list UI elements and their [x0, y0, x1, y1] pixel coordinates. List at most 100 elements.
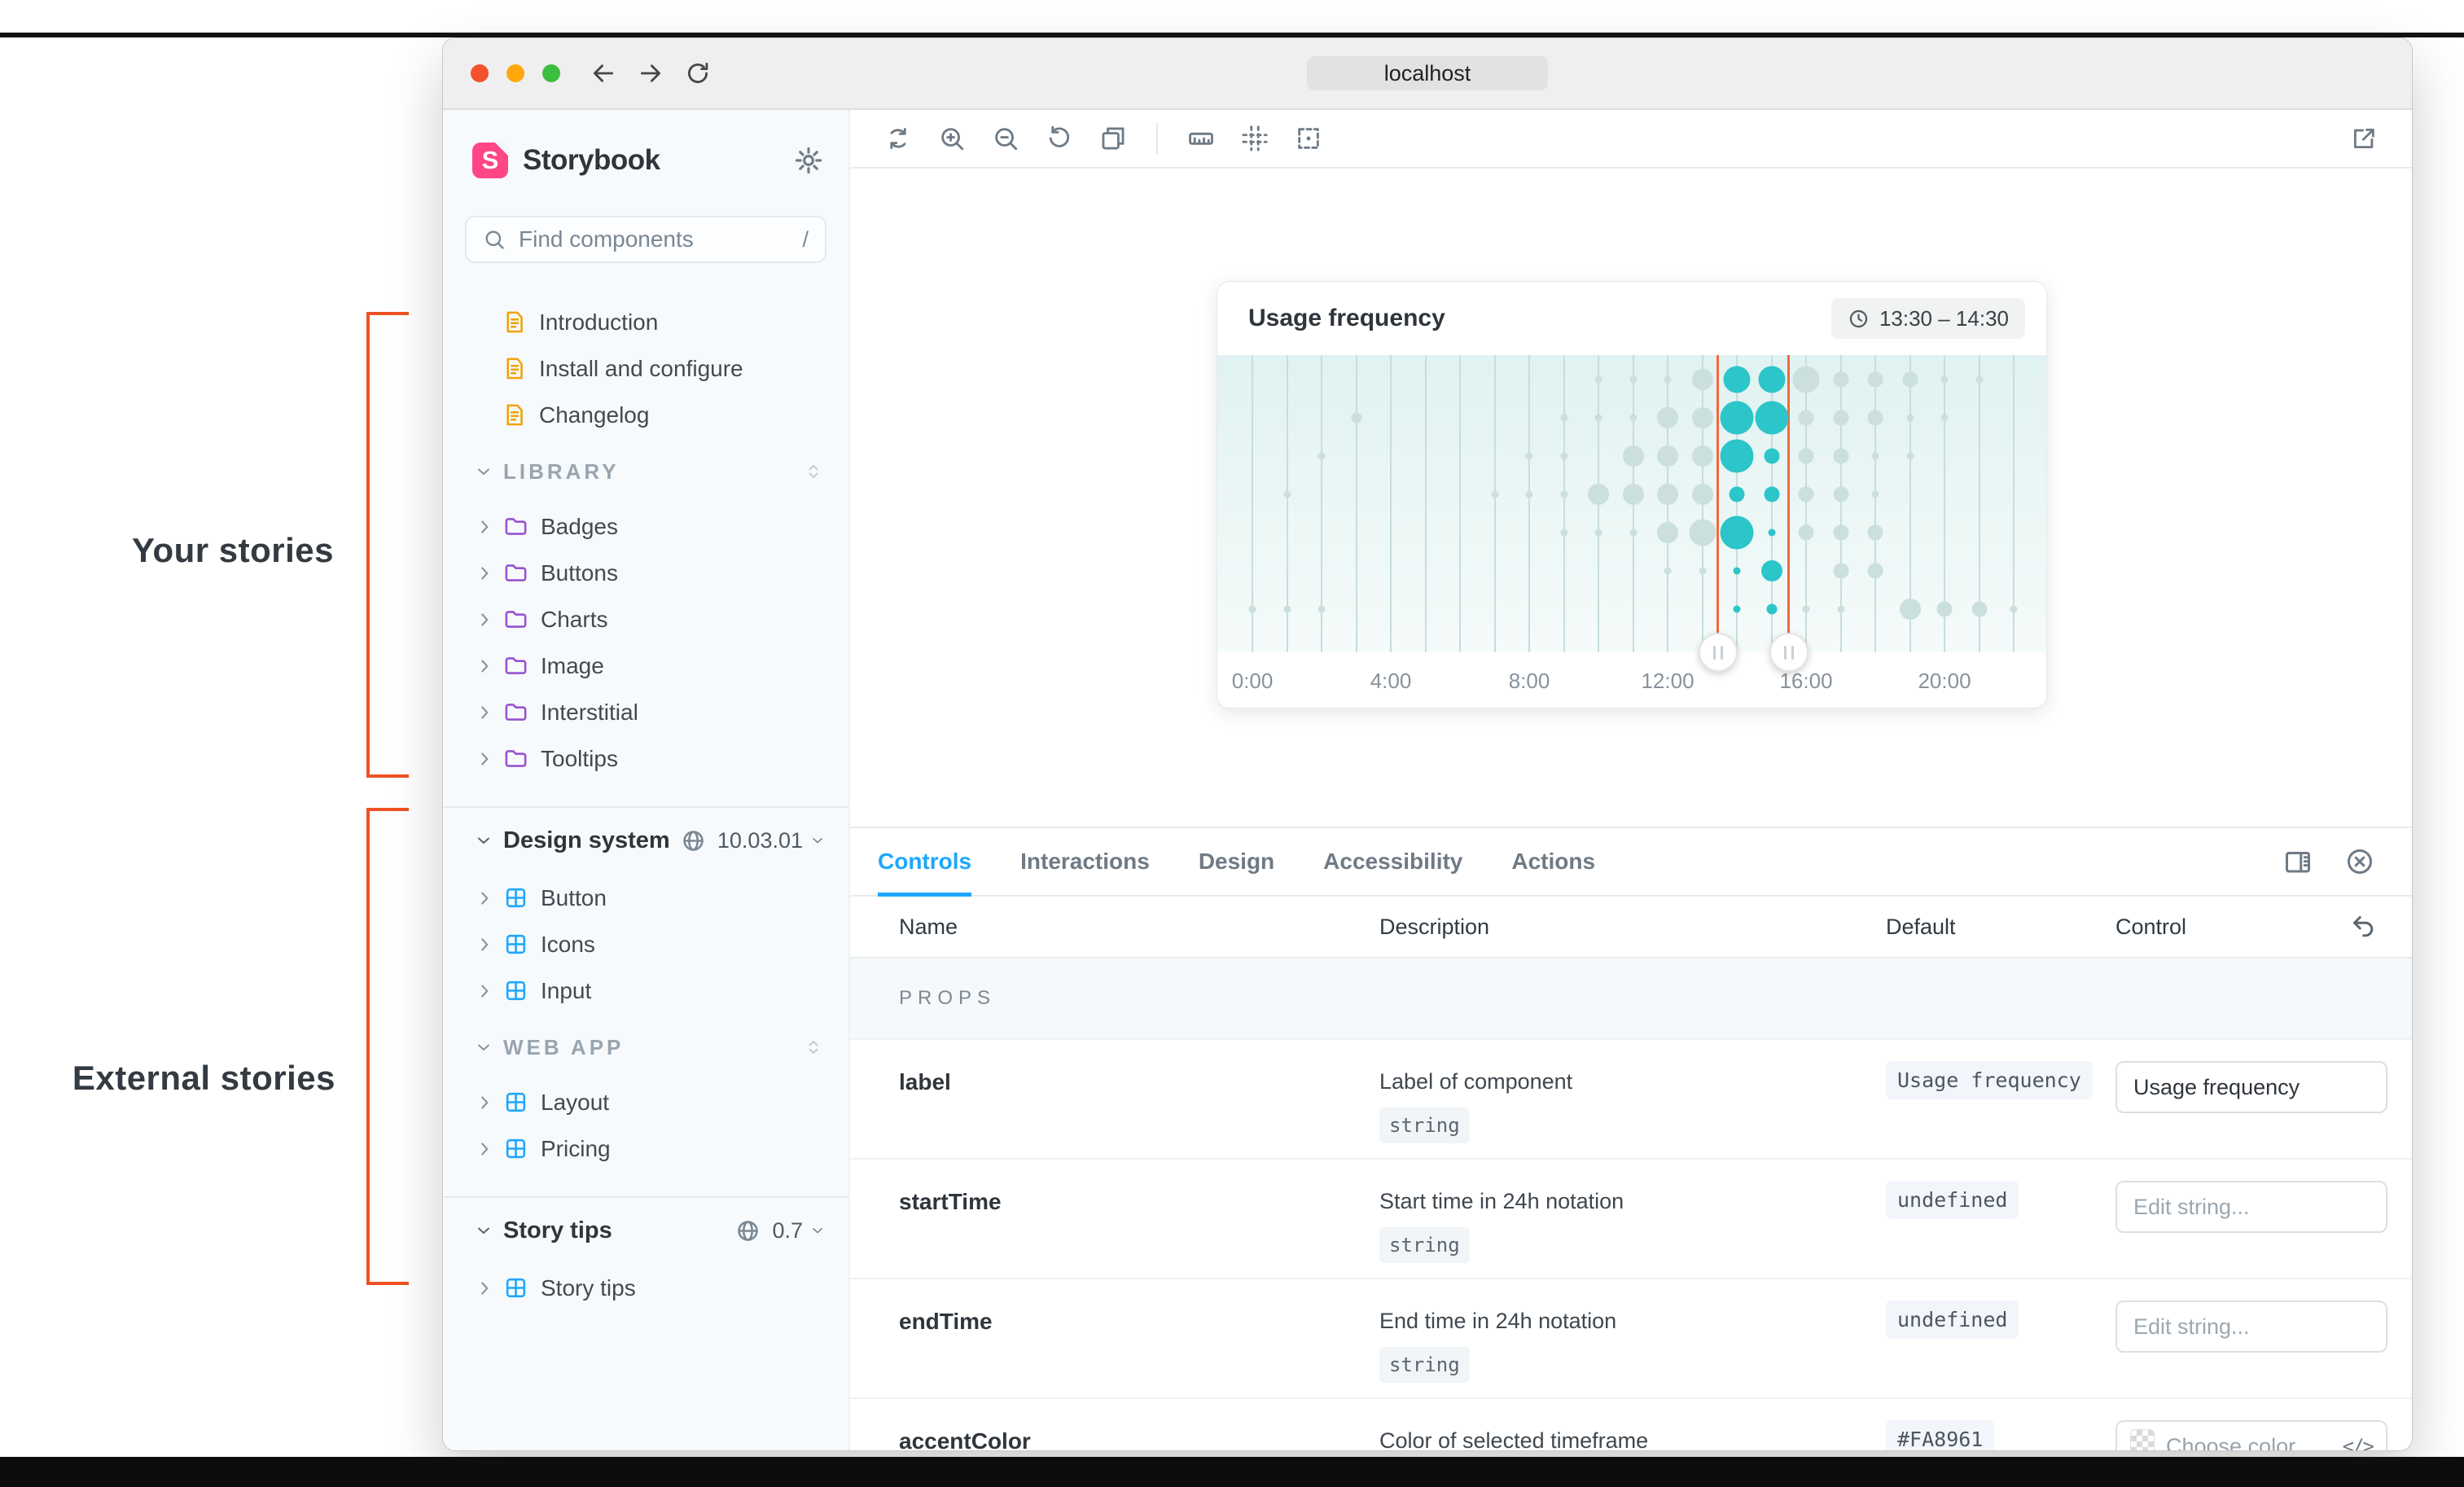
tab-controls[interactable]: Controls [878, 828, 972, 897]
chart-dot [1588, 484, 1609, 505]
sidebar-item-interstitial[interactable]: Interstitial [443, 689, 848, 735]
sidebar-item-buttons[interactable]: Buttons [443, 550, 848, 596]
column-header-control: Control [2115, 914, 2187, 939]
outline-button[interactable] [1295, 125, 1322, 152]
sidebar-item-story-tips[interactable]: Story tips [443, 1265, 848, 1311]
prop-control [2115, 1301, 2387, 1353]
expand-collapse-icon[interactable] [803, 461, 824, 482]
chevron-down-icon [474, 831, 493, 850]
open-in-new-tab-button[interactable] [2350, 125, 2378, 152]
sidebar-item-label: Tooltips [541, 745, 618, 771]
sidebar-section-library[interactable]: LIBRARY [443, 451, 848, 492]
sidebar-item-icons[interactable]: Icons [443, 921, 848, 967]
sidebar-item-label: Button [541, 884, 607, 910]
props-row-endTime: endTime End time in 24h notation string und… [850, 1279, 2412, 1399]
package-version[interactable]: 0.7 [772, 1217, 803, 1243]
canvas-area: Usage frequency 13:30 – 14:30 0:00 4:00 8:… [850, 110, 2412, 1450]
search-box[interactable]: / [465, 216, 826, 263]
sidebar-item-input[interactable]: Input [443, 967, 848, 1014]
sidebar-item-label: Image [541, 652, 604, 678]
zoom-in-button[interactable] [938, 125, 966, 152]
sidebar-item-label: Changelog [539, 401, 650, 428]
tab-actions[interactable]: Actions [1511, 849, 1596, 874]
minimize-window-button[interactable] [506, 64, 524, 82]
control-input-startTime[interactable] [2115, 1181, 2387, 1233]
tab-accessibility[interactable]: Accessibility [1323, 849, 1463, 874]
storybook-sidebar: S Storybook / Introduction Install and co… [443, 110, 850, 1450]
chart-dot [1792, 366, 1820, 393]
sidebar-section-web-app[interactable]: WEB APP [443, 1027, 848, 1068]
chart-dot [1798, 448, 1814, 464]
folder-icon [503, 514, 528, 539]
doc-icon [502, 356, 527, 381]
browser-nav-buttons [590, 59, 712, 87]
search-input[interactable] [517, 226, 803, 253]
component-icon [503, 1090, 528, 1115]
sidebar-item-badges[interactable]: Badges [443, 503, 848, 550]
sidebar-item-button[interactable]: Button [443, 875, 848, 921]
axis-tick-label: 0:00 [1231, 669, 1274, 693]
chart-dot [1833, 563, 1848, 579]
panel-position-button[interactable] [2283, 847, 2313, 876]
chart-dot [1833, 448, 1848, 464]
prop-default: #FA8961 [1886, 1420, 2115, 1450]
chart-dot [1594, 529, 1602, 537]
sidebar-item-tooltips[interactable]: Tooltips [443, 735, 848, 782]
address-bar[interactable]: localhost [1307, 56, 1548, 90]
reset-controls-button[interactable] [2348, 911, 2378, 941]
chart-dot [1657, 522, 1678, 543]
chevron-right-icon [474, 748, 495, 770]
sidebar-package-story-tips[interactable]: Story tips 0.7 [443, 1208, 848, 1253]
chevron-right-icon [474, 1092, 495, 1113]
prop-default: undefined [1886, 1301, 2115, 1339]
gear-icon[interactable] [793, 145, 824, 176]
tab-interactions[interactable]: Interactions [1020, 849, 1150, 874]
sidebar-item-image[interactable]: Image [443, 643, 848, 689]
version-chevron-icon[interactable] [809, 1222, 826, 1239]
props-section-label: PROPS [899, 987, 997, 1009]
sidebar-item-layout[interactable]: Layout [443, 1079, 848, 1125]
sidebar-item-charts[interactable]: Charts [443, 596, 848, 643]
package-version[interactable]: 10.03.01 [717, 827, 803, 853]
bubble-chart: 0:00 4:00 8:00 12:00 16:00 20:00 [1217, 355, 2046, 708]
chart-dot [2010, 605, 2018, 613]
grid-button[interactable] [1241, 125, 1269, 152]
axis-tick-label: 16:00 [1779, 669, 1833, 693]
annotation-bracket-external-stories [366, 808, 409, 1285]
bubble-chart-plot [1217, 355, 2046, 652]
remount-button[interactable] [884, 125, 912, 152]
version-chevron-icon[interactable] [809, 832, 826, 849]
ruler-button[interactable] [1187, 125, 1215, 152]
control-input-endTime[interactable] [2115, 1301, 2387, 1353]
chart-gridline [1805, 355, 1807, 652]
close-circle-button[interactable] [2345, 847, 2374, 876]
folder-icon [503, 746, 528, 771]
sidebar-item-pricing[interactable]: Pricing [443, 1125, 848, 1172]
viewports-button[interactable] [1099, 125, 1127, 152]
range-slider-handle-end[interactable] [1769, 633, 1809, 672]
doc-icon [502, 309, 527, 335]
chart-dot [1622, 445, 1644, 467]
tab-design[interactable]: Design [1198, 849, 1275, 874]
refresh-button[interactable] [684, 59, 712, 87]
column-header-default: Default [1886, 914, 1956, 939]
sidebar-item-introduction[interactable]: Introduction [443, 299, 848, 345]
maximize-window-button[interactable] [542, 64, 560, 82]
sidebar-item-install-and-configure[interactable]: Install and configure [443, 345, 848, 392]
range-slider-handle-start[interactable] [1698, 633, 1738, 672]
choose-color-button[interactable]: Choose color... </> [2115, 1420, 2387, 1450]
forward-button[interactable] [637, 59, 664, 87]
sidebar-item-changelog[interactable]: Changelog [443, 392, 848, 438]
back-button[interactable] [590, 59, 617, 87]
close-window-button[interactable] [471, 64, 489, 82]
zoom-out-button[interactable] [992, 125, 1019, 152]
chart-dot [1798, 410, 1814, 426]
control-input-label[interactable] [2115, 1061, 2387, 1113]
chart-dot [1594, 375, 1602, 384]
chart-dot-selected [1733, 605, 1741, 613]
sidebar-item-label: Install and configure [539, 355, 743, 381]
expand-collapse-icon[interactable] [803, 1037, 824, 1058]
sidebar-package-design-system[interactable]: Design system 10.03.01 [443, 818, 848, 863]
zoom-reset-button[interactable] [1046, 125, 1073, 152]
prop-type-badge: string [1379, 1108, 1470, 1143]
